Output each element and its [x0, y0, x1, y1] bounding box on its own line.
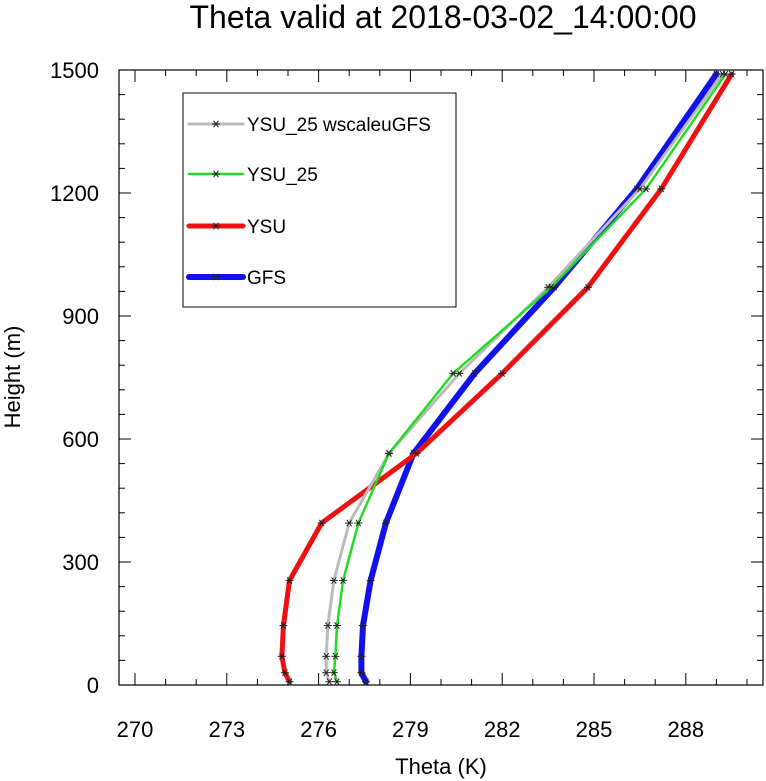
data-point: [323, 622, 332, 630]
data-point: [366, 576, 375, 584]
legend-marker: [212, 170, 220, 178]
y-tick-label: 1500: [50, 58, 99, 83]
data-point: [384, 449, 393, 457]
data-point: [285, 678, 294, 686]
data-point: [329, 576, 338, 584]
data-point: [412, 449, 421, 457]
y-tick-label: 0: [87, 673, 99, 698]
legend-label: YSU: [247, 217, 286, 238]
legend-box: [182, 92, 457, 308]
data-point: [331, 652, 340, 660]
legend-item: YSU: [186, 217, 286, 238]
legend-item: YSU_25 wscaleuGFS: [187, 115, 431, 136]
data-point: [498, 369, 507, 377]
data-point: [354, 519, 363, 527]
x-axis-label: Theta (K): [395, 754, 487, 779]
data-point: [329, 669, 338, 677]
legend-marker: [212, 120, 220, 128]
data-point: [339, 576, 348, 584]
data-point: [332, 678, 341, 686]
data-point: [449, 369, 458, 377]
data-point: [657, 185, 666, 193]
series-ysu: [277, 70, 736, 686]
y-axis: 0 300 600 900 1200 1500: [50, 58, 763, 698]
series-ysu-25: [329, 70, 730, 686]
y-tick-label: 300: [62, 550, 99, 575]
y-tick-label: 900: [62, 304, 99, 329]
data-point: [279, 622, 288, 630]
data-point: [721, 70, 730, 78]
data-point: [470, 369, 479, 377]
chart-title: Theta valid at 2018-03-02_14:00:00: [189, 0, 696, 35]
legend-item: GFS: [186, 268, 286, 289]
y-tick-label: 1200: [50, 181, 99, 206]
x-tick-label: 285: [576, 717, 613, 742]
y-axis-label: Height (m): [0, 326, 25, 429]
series-layer: [277, 70, 736, 686]
x-tick-label: 276: [300, 717, 337, 742]
minor-ticks: [119, 70, 763, 685]
legend-label: YSU_25: [247, 165, 318, 186]
data-point: [362, 678, 371, 686]
data-point: [280, 669, 289, 677]
legend-label: GFS: [247, 268, 286, 289]
data-point: [345, 519, 354, 527]
data-point: [381, 519, 390, 527]
x-tick-label: 288: [667, 717, 704, 742]
x-tick-label: 270: [117, 717, 154, 742]
data-point: [547, 283, 556, 291]
data-point: [322, 652, 331, 660]
x-tick-label: 279: [392, 717, 429, 742]
data-point: [322, 669, 331, 677]
legend-marker: [212, 222, 220, 230]
x-tick-label: 273: [208, 717, 245, 742]
data-point: [642, 185, 651, 193]
legend-items: YSU_25 wscaleuGFS YSU_25 YSU GFS: [186, 115, 431, 289]
x-tick-label: 282: [484, 717, 521, 742]
legend-label: YSU_25 wscaleuGFS: [247, 115, 431, 136]
y-tick-label: 600: [62, 427, 99, 452]
data-point: [277, 652, 286, 660]
legend-marker: [212, 273, 220, 281]
data-point: [357, 669, 366, 677]
legend-item: YSU_25: [187, 165, 318, 186]
data-point: [583, 283, 592, 291]
x-axis: 270 273 276 279 282 285 288: [117, 70, 704, 742]
data-point: [317, 519, 326, 527]
data-point: [358, 622, 367, 630]
data-point: [285, 576, 294, 584]
data-point: [325, 678, 334, 686]
data-point: [357, 652, 366, 660]
legend: YSU_25 wscaleuGFS YSU_25 YSU GFS: [182, 92, 457, 308]
data-point: [332, 622, 341, 630]
